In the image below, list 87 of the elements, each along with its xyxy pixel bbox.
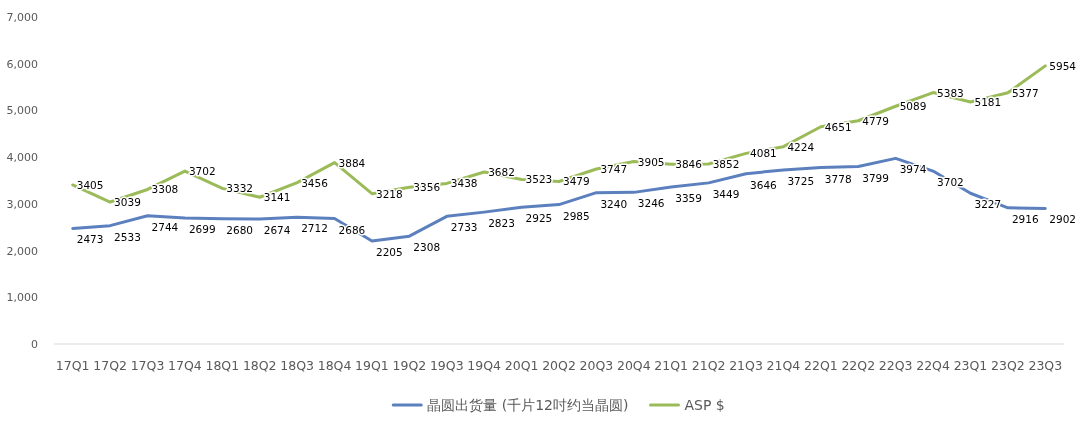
data-label: 3449 (712, 187, 740, 200)
x-tick-label: 18Q2 (242, 358, 277, 373)
x-tick-label: 22Q2 (841, 358, 876, 373)
data-label: 3852 (712, 158, 740, 171)
x-tick-label: 21Q1 (654, 358, 689, 373)
data-label: 5181 (974, 95, 1002, 108)
x-tick-label: 18Q3 (280, 358, 314, 373)
x-tick-label: 18Q4 (317, 358, 352, 373)
data-label: 2308 (413, 241, 441, 254)
legend-label: 晶圆出货量 (千片12吋约当晶圆) (427, 397, 629, 413)
data-label: 5089 (899, 100, 927, 113)
data-label: 3308 (151, 183, 179, 196)
x-tick-label: 19Q2 (392, 358, 427, 373)
data-label: 2674 (263, 224, 291, 237)
data-label: 3359 (675, 192, 702, 205)
legend-label: ASP $ (684, 397, 725, 413)
data-label: 2916 (1011, 212, 1039, 225)
data-label: 3846 (675, 158, 703, 171)
data-label: 2712 (301, 222, 328, 235)
x-tick-label: 22Q4 (916, 358, 950, 373)
data-label: 2985 (563, 209, 590, 222)
x-tick-label: 17Q3 (130, 358, 165, 373)
data-label: 4081 (750, 147, 777, 160)
line-series (71, 156, 1047, 243)
data-label: 3141 (263, 191, 291, 204)
data-label: 4224 (787, 140, 815, 153)
data-label: 2902 (1049, 213, 1077, 226)
data-label: 5383 (937, 86, 964, 99)
y-tick-label: 2,000 (6, 244, 38, 258)
x-tick-label: 22Q1 (804, 358, 838, 373)
data-label: 2744 (151, 220, 179, 233)
data-label: 3747 (600, 162, 628, 175)
x-tick-label: 17Q2 (93, 358, 127, 373)
y-tick-label: 6,000 (6, 57, 38, 71)
data-label: 3799 (862, 171, 889, 184)
data-label: 2680 (226, 223, 254, 236)
data-label: 4779 (862, 114, 889, 127)
data-label: 3702 (188, 165, 216, 178)
data-label: 3725 (787, 174, 815, 187)
data-label: 5954 (1049, 59, 1077, 72)
data-label: 3974 (899, 163, 927, 176)
data-label: 3246 (637, 197, 665, 210)
data-label: 3039 (114, 196, 141, 209)
data-label: 3646 (750, 178, 778, 191)
data-label: 3456 (301, 176, 329, 189)
data-label: 2533 (114, 230, 141, 243)
x-tick-label: 19Q4 (467, 358, 502, 373)
data-label: 3905 (637, 155, 665, 168)
x-tick-label: 23Q1 (953, 358, 988, 373)
data-label: 3332 (226, 182, 254, 195)
x-tick-label: 23Q3 (1028, 358, 1063, 373)
data-label: 3682 (488, 166, 515, 178)
data-label: 2699 (188, 222, 216, 235)
y-tick-label: 1,000 (6, 291, 38, 305)
data-label: 3523 (525, 173, 553, 186)
data-label: 3479 (563, 175, 590, 188)
data-label: 3240 (600, 197, 628, 210)
x-tick-label: 19Q3 (429, 358, 464, 373)
data-label: 3884 (338, 156, 366, 169)
data-label: 3227 (974, 198, 1002, 211)
x-tick-label: 22Q3 (878, 358, 913, 373)
data-label: 2823 (488, 217, 515, 230)
data-label: 2925 (525, 212, 553, 225)
data-label: 2733 (450, 221, 478, 234)
y-tick-label: 0 (31, 338, 38, 351)
x-tick-label: 23Q2 (991, 358, 1025, 373)
x-tick-label: 20Q1 (504, 358, 539, 373)
y-tick-label: 3,000 (6, 197, 38, 211)
data-label: 5377 (1011, 86, 1039, 99)
x-tick-label: 19Q1 (355, 358, 389, 373)
data-label: 3405 (76, 178, 104, 191)
data-label: 3438 (450, 177, 478, 190)
x-tick-label: 21Q4 (766, 358, 801, 373)
data-label: 2205 (375, 245, 403, 258)
x-tick-label: 20Q3 (579, 358, 614, 373)
x-tick-label: 21Q3 (729, 358, 763, 373)
y-tick-label: 5,000 (6, 104, 38, 118)
x-tick-label: 20Q2 (542, 358, 576, 373)
x-tick-label: 18Q1 (205, 358, 240, 373)
x-tick-label: 21Q2 (691, 358, 726, 373)
y-tick-label: 4,000 (6, 151, 38, 165)
y-tick-label: 7,000 (6, 11, 38, 24)
x-tick-label: 17Q1 (55, 358, 90, 373)
x-tick-label: 20Q4 (616, 358, 651, 373)
data-label: 2473 (76, 233, 104, 246)
x-tick-label: 17Q4 (168, 358, 202, 373)
data-label: 3778 (824, 172, 852, 185)
